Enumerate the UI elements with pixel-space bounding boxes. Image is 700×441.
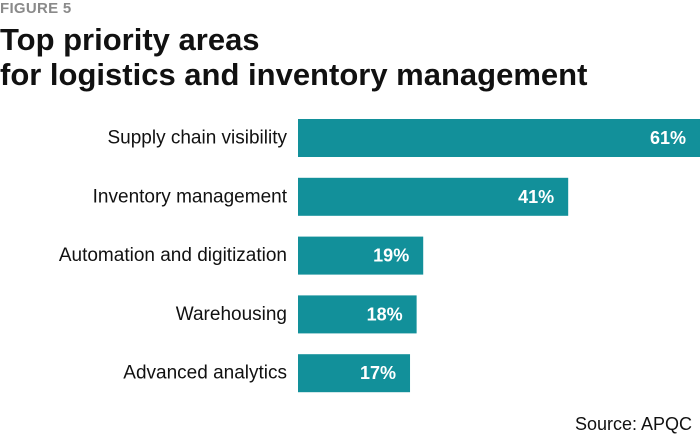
bar-chart: Supply chain visibility 61% Inventory mana… [0, 0, 700, 441]
category-label: Advanced analytics [123, 363, 287, 384]
value-label: 18% [367, 304, 403, 324]
category-label: Automation and digitization [59, 245, 287, 266]
value-label: 19% [373, 246, 409, 266]
value-label: 17% [360, 363, 396, 383]
category-label: Supply chain visibility [107, 128, 287, 149]
category-label: Inventory management [93, 186, 288, 207]
value-label: 41% [518, 187, 554, 207]
category-label: Warehousing [176, 304, 287, 325]
bar-0 [298, 119, 700, 157]
source-note: Source: APQC [575, 414, 692, 435]
value-label: 61% [650, 128, 686, 148]
